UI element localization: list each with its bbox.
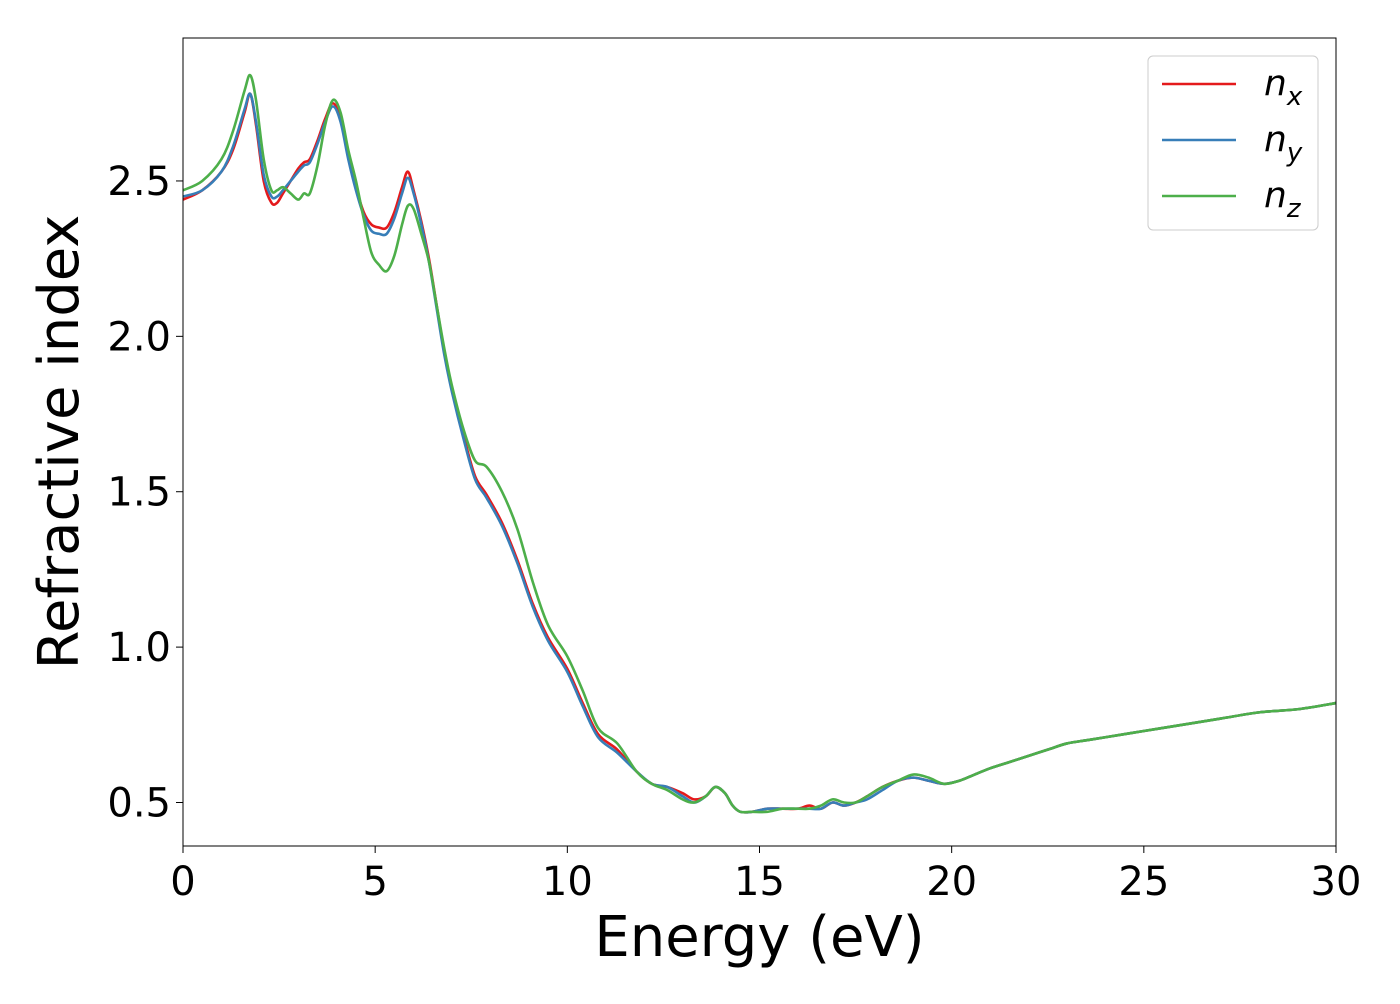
- y-tick-label: 1.5: [107, 470, 171, 516]
- series-layer: [183, 73, 1336, 814]
- legend: nx ny nz: [1147, 55, 1319, 231]
- x-tick-label: 20: [926, 859, 977, 905]
- legend-label: nx: [1264, 63, 1303, 112]
- y-tick-label: 2.0: [107, 314, 171, 360]
- x-tick-label: 0: [170, 859, 195, 905]
- y-axis-label: Refractive index: [27, 215, 92, 670]
- x-tick-label: 5: [362, 859, 387, 905]
- y-tick-label: 0.5: [107, 780, 171, 826]
- legend-box: [1147, 55, 1319, 231]
- x-tick-label: 10: [542, 859, 593, 905]
- x-tick-label: 15: [734, 859, 785, 905]
- legend-label: ny: [1264, 119, 1303, 168]
- y-axis-ticks: 0.5 1.0 1.5 2.0 2.5: [107, 159, 183, 826]
- x-tick-label: 25: [1118, 859, 1169, 905]
- series-line-n-z: [183, 73, 1336, 814]
- y-tick-label: 1.0: [107, 625, 171, 671]
- x-axis-label: Energy (eV): [594, 905, 924, 970]
- y-tick-label: 2.5: [107, 159, 171, 205]
- x-axis-ticks: 0 5 10 15 20 25 30: [170, 846, 1361, 905]
- legend-label: nz: [1264, 175, 1302, 224]
- x-tick-label: 30: [1311, 859, 1362, 905]
